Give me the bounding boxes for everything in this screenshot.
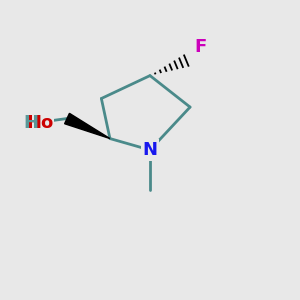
Text: H: H [24, 114, 39, 132]
Text: Ho: Ho [26, 114, 53, 132]
Text: N: N [142, 141, 158, 159]
Text: F: F [194, 38, 207, 56]
Polygon shape [64, 113, 110, 139]
